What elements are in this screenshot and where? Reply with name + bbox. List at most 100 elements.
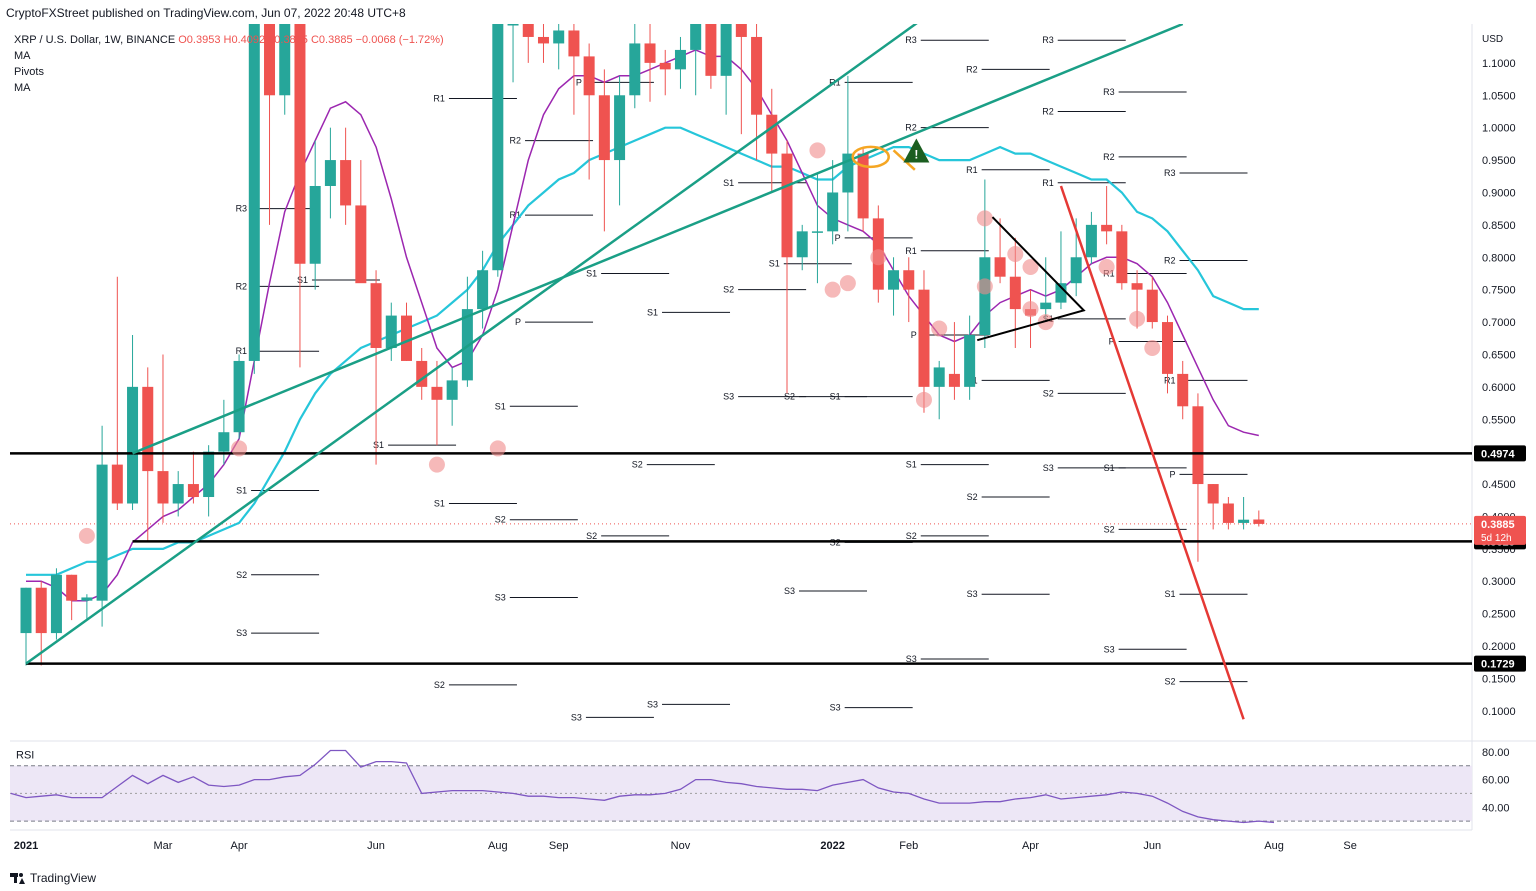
pivot-label: S3 (784, 586, 795, 596)
touch-marker (78, 527, 95, 544)
candle-body (1146, 289, 1158, 323)
touch-marker (1007, 246, 1024, 263)
candle-body (1131, 283, 1143, 290)
pivot-label: S1 (434, 498, 445, 508)
touch-marker (976, 210, 993, 227)
trendline-falling-resistance (1059, 185, 1245, 720)
pivot-label: S2 (434, 680, 445, 690)
level-tag (1474, 445, 1526, 462)
candle-body (751, 36, 763, 115)
pivot-label: S1 (586, 268, 597, 278)
candle-body (370, 283, 382, 348)
pivot-label: R1 (905, 246, 917, 256)
candle-body (948, 373, 960, 387)
candle-body (1009, 276, 1021, 310)
candle-body (522, 24, 534, 37)
candle-body (264, 24, 276, 96)
candle-body (827, 192, 839, 232)
candle-body (1162, 322, 1173, 374)
candle-body (644, 43, 656, 63)
price-tick-label: 0.6000 (1482, 382, 1516, 394)
candle-body (218, 432, 230, 452)
price-tick-label: 0.8500 (1482, 220, 1516, 232)
candle-body (720, 24, 732, 76)
candle-body (203, 451, 215, 498)
touch-marker (931, 320, 948, 337)
pivot-label: R3 (905, 35, 917, 45)
candle-body (659, 62, 671, 70)
pivot-label: S3 (1104, 644, 1115, 654)
pivot-label: P (911, 330, 917, 340)
candle-body (279, 24, 291, 96)
pivot-label: S3 (571, 712, 582, 722)
pivot-label: S1 (906, 460, 917, 470)
candle-body (537, 36, 549, 44)
indicator-ma-2[interactable]: MA (14, 82, 31, 94)
time-tick-label: Feb (899, 840, 918, 852)
trendline-rising-support-2 (132, 24, 1184, 455)
current-price-label: 0.3885 (1481, 519, 1515, 531)
symbol-legend[interactable]: XRP / U.S. Dollar, 1W, BINANCE O0.3953 H… (14, 32, 444, 48)
candle-body (705, 24, 717, 76)
candle-body (96, 464, 108, 601)
candle-body (1085, 224, 1097, 258)
time-tick-label: Mar (154, 840, 173, 852)
pivot-label: S2 (723, 285, 734, 295)
pivot-label: S3 (830, 703, 841, 713)
candle-body (431, 386, 443, 400)
pivot-label: R1 (1042, 178, 1054, 188)
level-tag (1474, 655, 1526, 672)
price-tick-label: 0.5500 (1482, 414, 1516, 426)
candle-body (918, 289, 930, 387)
pivot-label: R2 (1042, 106, 1054, 116)
pivot-label: S1 (647, 307, 658, 317)
touch-marker (1022, 301, 1039, 318)
pivot-label: R3 (1164, 168, 1176, 178)
pivot-label: R2 (510, 136, 522, 146)
pivot-label: R1 (433, 94, 445, 104)
level-tag-label: 0.1729 (1481, 659, 1515, 671)
candle-body (583, 56, 595, 96)
candle-body (401, 315, 412, 361)
price-tick-label: 0.7000 (1482, 317, 1516, 329)
touch-marker (1022, 258, 1039, 275)
candle-body (1040, 302, 1052, 310)
candle-body (614, 95, 626, 161)
highlight-ellipse-tail (892, 149, 916, 171)
pivot-label: S3 (236, 628, 247, 638)
candle-body (1192, 406, 1204, 485)
touch-marker (824, 281, 841, 298)
candle-body (172, 484, 184, 504)
touch-marker (428, 456, 445, 473)
ma-slow-line (26, 126, 1259, 576)
candle-body (1253, 519, 1265, 524)
pivot-label: R1 (1164, 375, 1176, 385)
candle-body (20, 587, 32, 634)
pivot-label: R2 (966, 64, 978, 74)
touch-marker (231, 440, 248, 457)
candle-body (66, 574, 78, 601)
pivot-label: S2 (495, 515, 506, 525)
price-tick-label: 0.4500 (1482, 479, 1516, 491)
time-tick-label: 2021 (14, 840, 38, 852)
price-tick-label: 0.3000 (1482, 576, 1516, 588)
time-tick-label: Nov (671, 840, 691, 852)
candle-body (355, 205, 367, 284)
candle-body (340, 160, 352, 206)
indicator-pivots[interactable]: Pivots (14, 66, 44, 78)
pivot-label: S3 (906, 654, 917, 664)
time-tick-label: 2022 (820, 840, 844, 852)
pivot-label: S1 (373, 440, 384, 450)
pivot-label: R2 (905, 123, 917, 133)
touch-marker (1129, 310, 1146, 327)
candle-body (629, 43, 641, 96)
time-tick-label: Sep (549, 840, 569, 852)
pivot-label: R1 (966, 165, 978, 175)
price-tick-label: 0.2500 (1482, 609, 1516, 621)
indicator-ma-1[interactable]: MA (14, 50, 31, 62)
price-tick-label: 1.0000 (1482, 123, 1516, 135)
candle-body (248, 24, 260, 361)
highlight-ellipse (851, 145, 890, 169)
candle-body (735, 24, 747, 37)
